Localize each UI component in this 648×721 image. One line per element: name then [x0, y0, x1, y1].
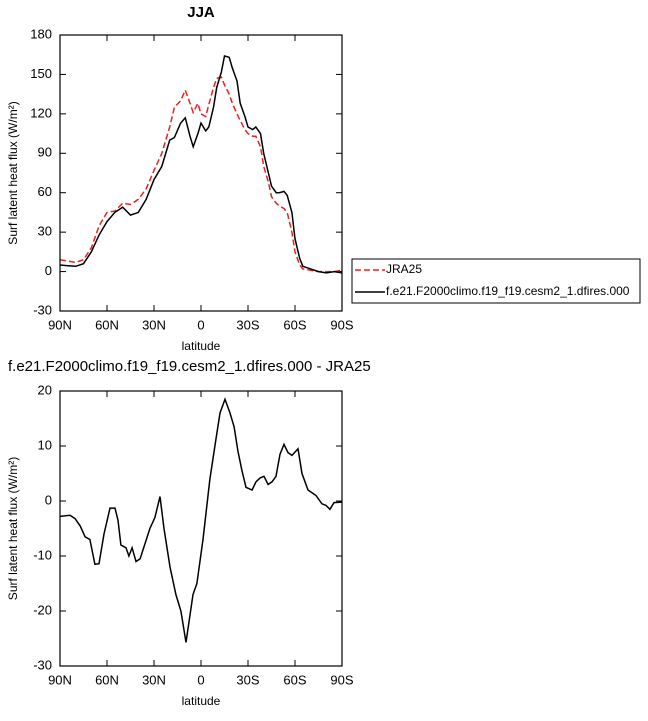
x-axis-label: latitude	[182, 339, 221, 353]
x-axis-label: latitude	[182, 694, 221, 708]
y-tick-label: 30	[38, 224, 52, 239]
line-series	[59, 55, 343, 274]
x-tick-label: 30S	[236, 672, 259, 687]
y-tick-label: 180	[30, 26, 52, 41]
plot-frame	[59, 390, 343, 667]
y-axis-label: Surf latent heat flux (W/m²)	[6, 101, 20, 244]
line-series	[59, 397, 343, 643]
y-tick-label: 60	[38, 184, 52, 199]
y-axis-label: Surf latent heat flux (W/m²)	[6, 457, 20, 600]
y-tick-label: 10	[38, 437, 52, 452]
x-tick-label: 90S	[330, 317, 353, 332]
legend-label: JRA25	[386, 262, 422, 276]
y-tick-label: 120	[30, 105, 52, 120]
chart-title: f.e21.F2000climo.f19_f19.cesm2_1.dfires.…	[8, 358, 371, 375]
legend-box	[351, 258, 641, 304]
y-tick-label: -30	[33, 657, 52, 672]
x-tick-label: 30N	[142, 317, 166, 332]
y-tick-label: -20	[33, 602, 52, 617]
line-series	[59, 76, 343, 273]
chart-title: JJA	[187, 4, 215, 21]
y-tick-label: 20	[38, 382, 52, 397]
x-tick-label: 0	[197, 672, 204, 687]
y-tick-label: 90	[38, 145, 52, 160]
x-tick-label: 90N	[48, 672, 72, 687]
x-tick-label: 60S	[283, 672, 306, 687]
x-tick-label: 60N	[95, 317, 119, 332]
x-tick-label: 0	[197, 317, 204, 332]
x-tick-label: 90S	[330, 672, 353, 687]
x-tick-label: 30N	[142, 672, 166, 687]
y-tick-label: 0	[45, 263, 52, 278]
x-tick-label: 60S	[283, 317, 306, 332]
y-tick-label: -30	[33, 302, 52, 317]
y-tick-label: -10	[33, 547, 52, 562]
x-tick-label: 60N	[95, 672, 119, 687]
y-tick-label: 150	[30, 66, 52, 81]
x-tick-label: 30S	[236, 317, 259, 332]
x-tick-label: 90N	[48, 317, 72, 332]
plot-frame	[59, 34, 343, 312]
y-tick-label: 0	[45, 492, 52, 507]
legend-label: f.e21.F2000climo.f19_f19.cesm2_1.dfires.…	[386, 284, 630, 298]
